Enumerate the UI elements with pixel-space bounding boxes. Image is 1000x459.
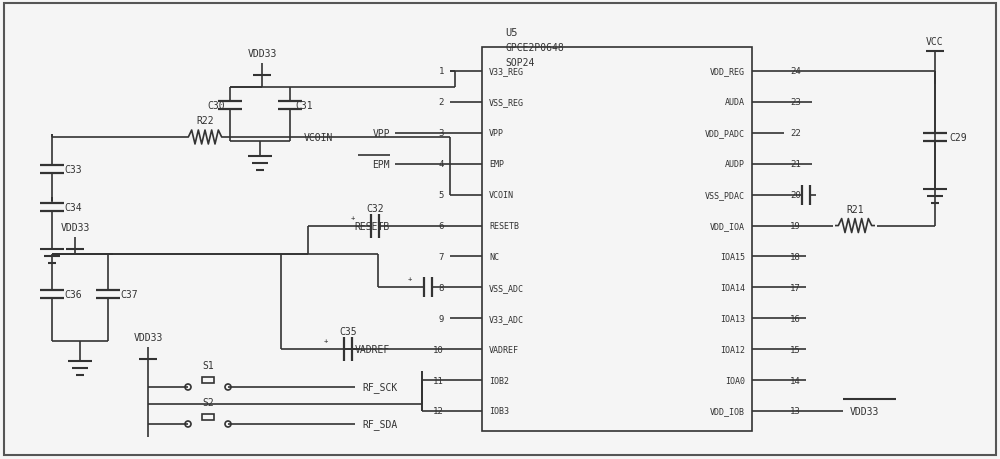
Text: 16: 16 [790,314,801,323]
FancyBboxPatch shape [202,377,214,383]
Text: VDD_PADC: VDD_PADC [705,129,745,138]
Text: 1: 1 [439,67,444,76]
Text: 7: 7 [439,252,444,261]
Text: RF_SCK: RF_SCK [362,382,397,392]
FancyBboxPatch shape [202,414,214,420]
Text: VADREF: VADREF [489,345,519,354]
Text: C36: C36 [64,289,82,299]
Text: VDD33: VDD33 [133,332,163,342]
Text: +: + [351,214,355,220]
Text: VDD33: VDD33 [60,223,90,233]
Text: C31: C31 [295,101,313,111]
Text: VPP: VPP [372,129,390,139]
Text: VCC: VCC [926,37,944,47]
Text: IOA12: IOA12 [720,345,745,354]
Text: VSS_ADC: VSS_ADC [489,283,524,292]
Text: 10: 10 [433,345,444,354]
Text: C37: C37 [120,289,138,299]
Text: VADREF: VADREF [355,344,390,354]
Text: C30: C30 [207,101,225,111]
Text: NC: NC [489,252,499,261]
Text: AUDP: AUDP [725,160,745,169]
Text: R22: R22 [196,116,214,126]
Text: RF_SDA: RF_SDA [362,419,397,430]
Text: 11: 11 [433,376,444,385]
Text: AUDA: AUDA [725,98,745,107]
Text: 18: 18 [790,252,801,261]
Text: VDD33: VDD33 [850,406,879,416]
Text: 5: 5 [439,191,444,200]
Text: 2: 2 [439,98,444,107]
Text: VDD_IOA: VDD_IOA [710,222,745,230]
Text: 6: 6 [439,222,444,230]
Text: VCOIN: VCOIN [489,191,514,200]
Text: S2: S2 [202,397,214,407]
Text: VCOIN: VCOIN [303,133,333,143]
Text: 3: 3 [439,129,444,138]
Text: EMP: EMP [489,160,504,169]
Text: 22: 22 [790,129,801,138]
Text: U5: U5 [505,28,518,38]
Text: VSS_REG: VSS_REG [489,98,524,107]
Text: 24: 24 [790,67,801,76]
Text: 4: 4 [439,160,444,169]
Text: C32: C32 [366,203,384,213]
Text: 21: 21 [790,160,801,169]
Text: VSS_PDAC: VSS_PDAC [705,191,745,200]
Text: 15: 15 [790,345,801,354]
Text: IOA14: IOA14 [720,283,745,292]
Text: 13: 13 [790,407,801,415]
Text: 14: 14 [790,376,801,385]
Text: VPP: VPP [489,129,504,138]
Text: IOB2: IOB2 [489,376,509,385]
Text: VDD_IOB: VDD_IOB [710,407,745,415]
Text: S1: S1 [202,360,214,370]
Text: EPM: EPM [372,159,390,169]
Text: 8: 8 [439,283,444,292]
Text: RESETB: RESETB [355,221,390,231]
Text: VDD33: VDD33 [247,49,277,59]
Text: 12: 12 [433,407,444,415]
Text: V33_ADC: V33_ADC [489,314,524,323]
Text: IOB3: IOB3 [489,407,509,415]
Text: VDD_REG: VDD_REG [710,67,745,76]
Text: R21: R21 [846,204,864,214]
Text: 23: 23 [790,98,801,107]
Text: V33_REG: V33_REG [489,67,524,76]
Text: +: + [408,276,412,282]
Bar [482,48,752,431]
Text: 9: 9 [439,314,444,323]
Text: IOA13: IOA13 [720,314,745,323]
Text: C29: C29 [949,133,967,143]
Text: IOA15: IOA15 [720,252,745,261]
Text: 17: 17 [790,283,801,292]
Text: SOP24: SOP24 [505,58,534,68]
Text: C34: C34 [64,202,82,213]
Text: 19: 19 [790,222,801,230]
Text: RESETB: RESETB [489,222,519,230]
Text: C33: C33 [64,165,82,174]
Text: 20: 20 [790,191,801,200]
Text: GPCE2P0648: GPCE2P0648 [505,43,564,53]
Text: C35: C35 [339,326,357,336]
Text: +: + [324,337,328,343]
Text: IOA0: IOA0 [725,376,745,385]
